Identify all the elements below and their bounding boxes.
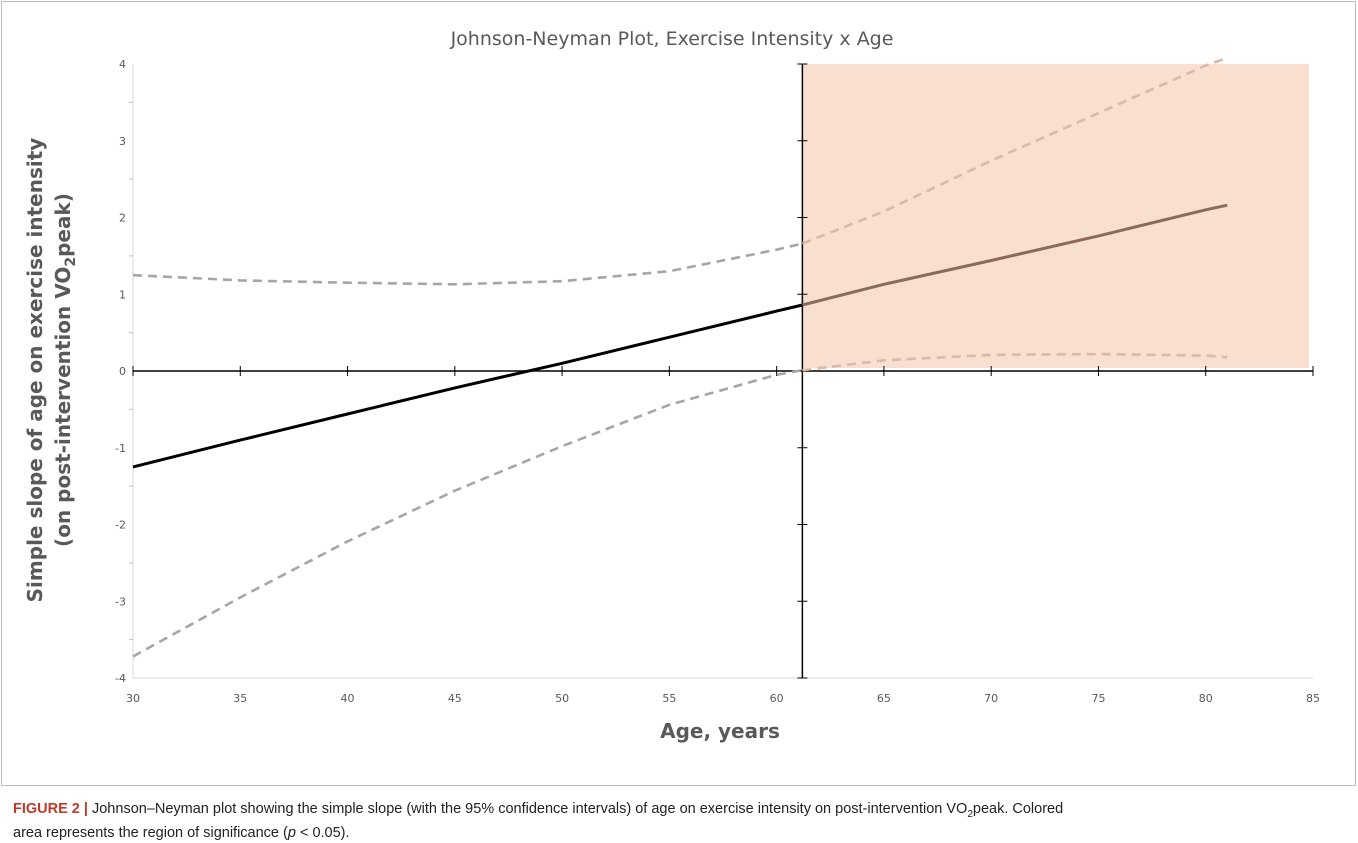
y-axis-title-line2: (on post-intervention VO2peak)	[51, 193, 79, 547]
y-axis-title-line2-b: peak)	[51, 193, 75, 257]
x-tick-label: 65	[877, 692, 891, 705]
y-tick-label: 0	[119, 365, 126, 378]
caption-line2-b: < 0.05).	[295, 824, 350, 841]
caption-subscript: 2	[967, 808, 973, 820]
slope-line-inside	[802, 203, 1228, 307]
x-tick-label: 75	[1091, 692, 1105, 705]
caption-text-b: peak. Colored	[972, 801, 1064, 817]
x-tick-label: 50	[555, 692, 569, 705]
caption-label: FIGURE 2 |	[13, 801, 88, 817]
series-layer	[132, 56, 1228, 658]
y-axis-title-line2-a: (on post-intervention VO	[51, 267, 75, 547]
tick-labels: 30 35 40 45 50 55 60 65 70 75 80 85 -4 -3 -2 -1 0 1 2 3 4	[115, 58, 1320, 705]
y-tick-label: -3	[115, 595, 126, 608]
y-axis-title-subscript: 2	[63, 257, 79, 267]
chart: Johnson-Neyman Plot, Exercise Intensity …	[23, 28, 1320, 743]
y-tick-label: 4	[119, 58, 126, 71]
x-tick-label: 30	[126, 692, 140, 705]
lower-ci-line-outside	[132, 368, 803, 658]
y-axis-title-line1: Simple slope of age on exercise intensit…	[23, 138, 47, 603]
figure-frame	[1, 1, 1356, 786]
y-tick-label: -2	[115, 519, 126, 532]
significance-region	[802, 64, 1309, 368]
x-axis-title: Age, years	[660, 719, 780, 743]
y-tick-label: -1	[115, 442, 126, 455]
y-tick-label: 3	[119, 135, 126, 148]
caption-p-symbol: p	[287, 824, 296, 841]
slope-line-outside	[132, 303, 803, 469]
x-tick-label: 35	[233, 692, 247, 705]
x-tick-label: 60	[770, 692, 784, 705]
x-tick-label: 85	[1306, 692, 1320, 705]
y-tick-label: 2	[119, 212, 126, 225]
x-tick-label: 45	[448, 692, 462, 705]
caption-line2-a: area represents the region of significan…	[13, 824, 288, 841]
axes	[129, 63, 1314, 679]
x-tick-label: 80	[1199, 692, 1213, 705]
y-axis-title: Simple slope of age on exercise intensit…	[23, 138, 79, 603]
x-tick-label: 70	[984, 692, 998, 705]
y-tick-label: 1	[119, 288, 126, 301]
y-tick-label: -4	[115, 672, 126, 685]
lower-ci-line-inside	[802, 352, 1228, 372]
x-tick-label: 55	[662, 692, 676, 705]
figure-caption: FIGURE 2 | Johnson–Neyman plot showing t…	[13, 800, 1343, 843]
upper-ci-line-outside	[132, 242, 803, 286]
caption-line2: area represents the region of significan…	[13, 824, 1343, 843]
caption-text-a: Johnson–Neyman plot showing the simple s…	[87, 801, 968, 817]
x-tick-label: 40	[341, 692, 355, 705]
chart-title: Johnson-Neyman Plot, Exercise Intensity …	[450, 28, 894, 50]
